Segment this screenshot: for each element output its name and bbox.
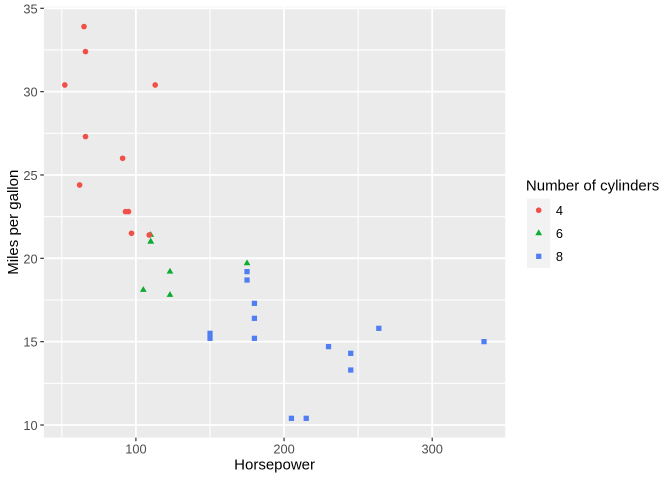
svg-text:6: 6 [556,226,563,241]
svg-text:Number of cylinders: Number of cylinders [526,177,659,194]
svg-text:35: 35 [23,1,37,16]
svg-text:100: 100 [125,442,146,457]
svg-text:20: 20 [23,251,37,266]
svg-text:30: 30 [23,85,37,100]
svg-text:4: 4 [556,203,563,218]
svg-text:25: 25 [23,168,37,183]
svg-text:300: 300 [422,442,443,457]
svg-text:Horsepower: Horsepower [234,457,315,474]
svg-text:200: 200 [273,442,294,457]
svg-text:8: 8 [556,249,563,264]
svg-text:15: 15 [23,335,37,350]
svg-text:10: 10 [23,418,37,433]
svg-text:Miles per gallon: Miles per gallon [5,170,22,275]
